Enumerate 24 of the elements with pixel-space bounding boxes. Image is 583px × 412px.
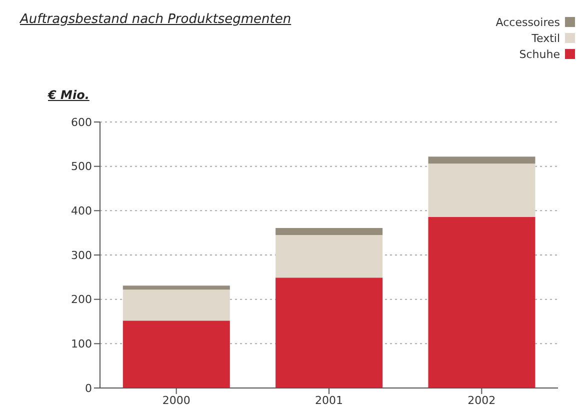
legend-label: Schuhe xyxy=(519,48,560,60)
bar xyxy=(122,286,230,290)
bar xyxy=(276,235,383,278)
y-tick-label: 200 xyxy=(71,293,92,306)
x-tick-label: 2002 xyxy=(468,394,496,407)
bar xyxy=(428,216,536,388)
chart-title: Auftragsbestand nach Produktsegmenten xyxy=(20,12,292,27)
bar xyxy=(428,156,536,164)
bar xyxy=(122,290,230,321)
y-tick-label: 300 xyxy=(71,248,92,262)
y-tick-label: 500 xyxy=(71,160,92,174)
bar xyxy=(276,278,383,388)
bar xyxy=(276,228,383,236)
y-tick-label: 400 xyxy=(71,204,92,218)
y-axis-title: € Mio. xyxy=(48,88,90,102)
y-tick-label: 100 xyxy=(71,338,92,351)
bar xyxy=(428,164,536,217)
x-tick-label: 2001 xyxy=(315,394,343,407)
legend-label: Textil xyxy=(532,32,560,44)
y-tick-label: 0 xyxy=(85,382,92,395)
legend-label: Accessoires xyxy=(496,16,560,28)
y-tick-label: 600 xyxy=(71,116,92,129)
bar xyxy=(122,320,230,388)
x-tick-label: 2000 xyxy=(162,394,190,407)
